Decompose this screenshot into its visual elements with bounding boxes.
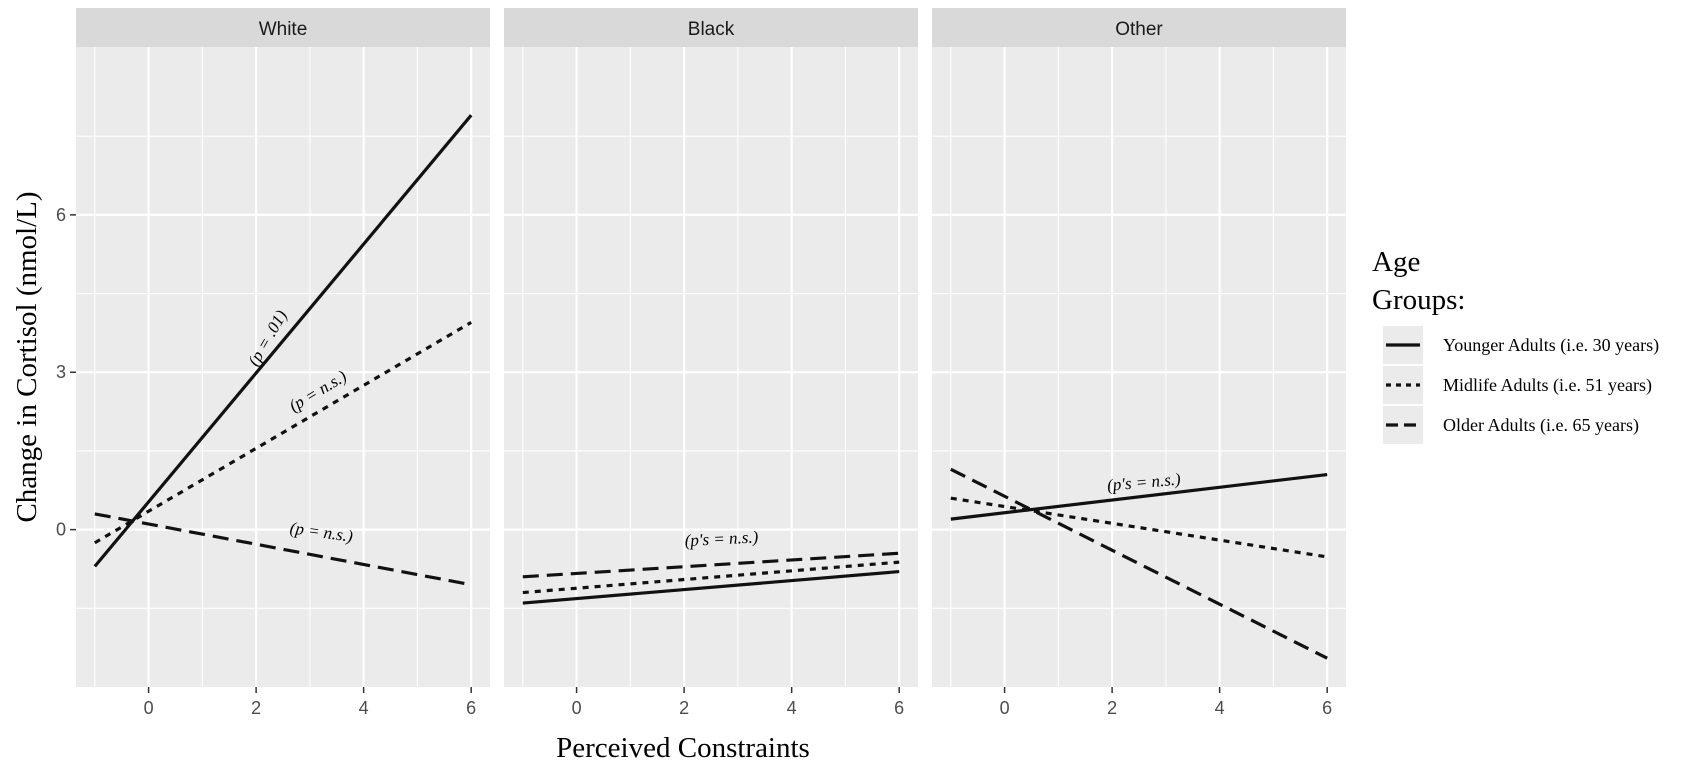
facet-strip [504,8,918,47]
series-line-solid [522,569,900,605]
series-line-dotted [94,321,472,545]
facet-strip [932,8,1346,47]
legend-label: Younger Adults (i.e. 30 years) [1443,335,1659,356]
panel-background [76,47,490,687]
series-line-dotted [950,496,1328,559]
legend-entry: Older Adults (i.e. 65 years) [1383,406,1639,444]
x-tick-label: 2 [251,698,261,718]
legend-label: Midlife Adults (i.e. 51 years) [1443,375,1652,396]
y-tick-label: 3 [56,362,66,382]
legend: Age Groups: Younger Adults (i.e. 30 year… [1372,246,1659,444]
x-tick-label: 6 [466,698,476,718]
facet-strip-label: Other [1115,19,1163,40]
panel-background [504,47,918,687]
series-line-dashed [950,467,1328,660]
x-tick-label: 0 [1000,698,1010,718]
legend-entry: Midlife Adults (i.e. 51 years) [1383,366,1652,404]
y-tick-label: 6 [56,205,66,225]
panel-background [932,47,1346,687]
series-line-dashed [522,551,900,579]
x-axis-title: Perceived Constraints [556,732,810,762]
facet-strip [76,8,490,47]
facet-panel-black: Black 0 2 4 6 (p's = n.s.) [504,8,918,718]
legend-title-line-1: Age [1372,246,1420,278]
x-tick-label: 4 [787,698,797,718]
facet-strip-label: Black [688,19,735,40]
legend-label: Older Adults (i.e. 65 years) [1443,415,1639,436]
x-tick-label: 2 [1107,698,1117,718]
series-line-dotted [522,560,900,595]
legend-entry: Younger Adults (i.e. 30 years) [1383,326,1659,364]
x-tick-label: 6 [1322,698,1332,718]
x-tick-label: 2 [679,698,689,718]
facet-strip-label: White [259,19,308,40]
x-tick-label: 0 [572,698,582,718]
series-line-solid [950,472,1328,521]
x-tick-label: 4 [1215,698,1225,718]
series-line-solid [93,114,473,568]
x-tick-label: 6 [894,698,904,718]
y-axis-title: Change in Cortisol (nmol/L) [11,191,43,522]
x-tick-label: 0 [144,698,154,718]
significance-annotation: (p's = n.s.) [684,527,759,550]
legend-title-line-2: Groups: [1372,284,1465,316]
y-tick-label: 0 [56,520,66,540]
x-tick-label: 4 [359,698,369,718]
series-line-dashed [94,512,472,587]
